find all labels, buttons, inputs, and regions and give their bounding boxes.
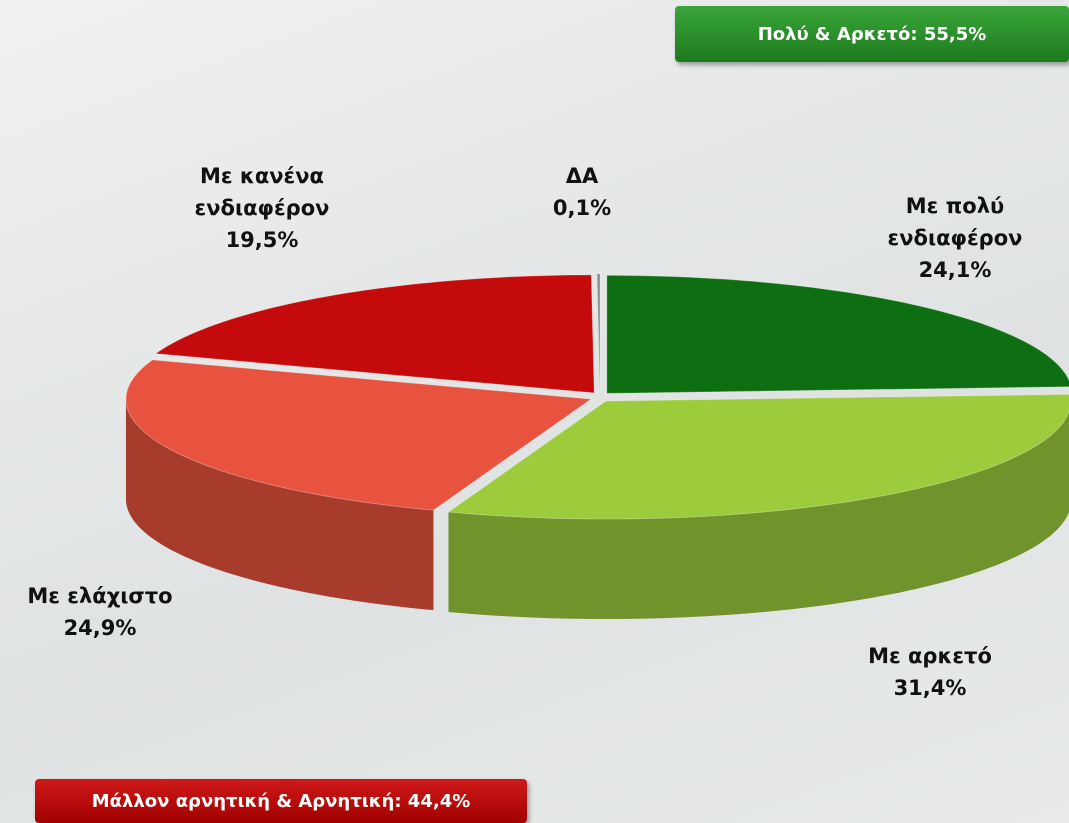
slice bbox=[607, 275, 1069, 393]
annotation: Πολύ & Αρκετό: 55,5% bbox=[675, 6, 1069, 62]
category-name: Με ελάχιστο bbox=[0, 580, 200, 612]
slice-top bbox=[597, 274, 600, 392]
value-label: 24,9% bbox=[0, 612, 200, 644]
value-label: 31,4% bbox=[850, 672, 1010, 704]
value-label: 19,5% bbox=[152, 224, 372, 256]
category-name: Με αρκετό bbox=[850, 640, 1010, 672]
category-name: ΔΑ bbox=[522, 160, 642, 192]
annotation: Μάλλον αρνητική & Αρνητική: 44,4% bbox=[35, 779, 527, 823]
category-name: Με κανένα ενδιαφέρον bbox=[152, 160, 372, 224]
slice-top bbox=[607, 275, 1069, 393]
category-name: Με πολύ ενδιαφέρον bbox=[865, 190, 1045, 254]
pie-tops bbox=[126, 274, 1069, 519]
value-label: 0,1% bbox=[522, 192, 642, 224]
slice bbox=[597, 274, 600, 392]
chart: Πολύ & Αρκετό: 55,5% Μάλλον αρνητική & Α… bbox=[0, 0, 1069, 823]
value-label: 24,1% bbox=[865, 254, 1045, 286]
